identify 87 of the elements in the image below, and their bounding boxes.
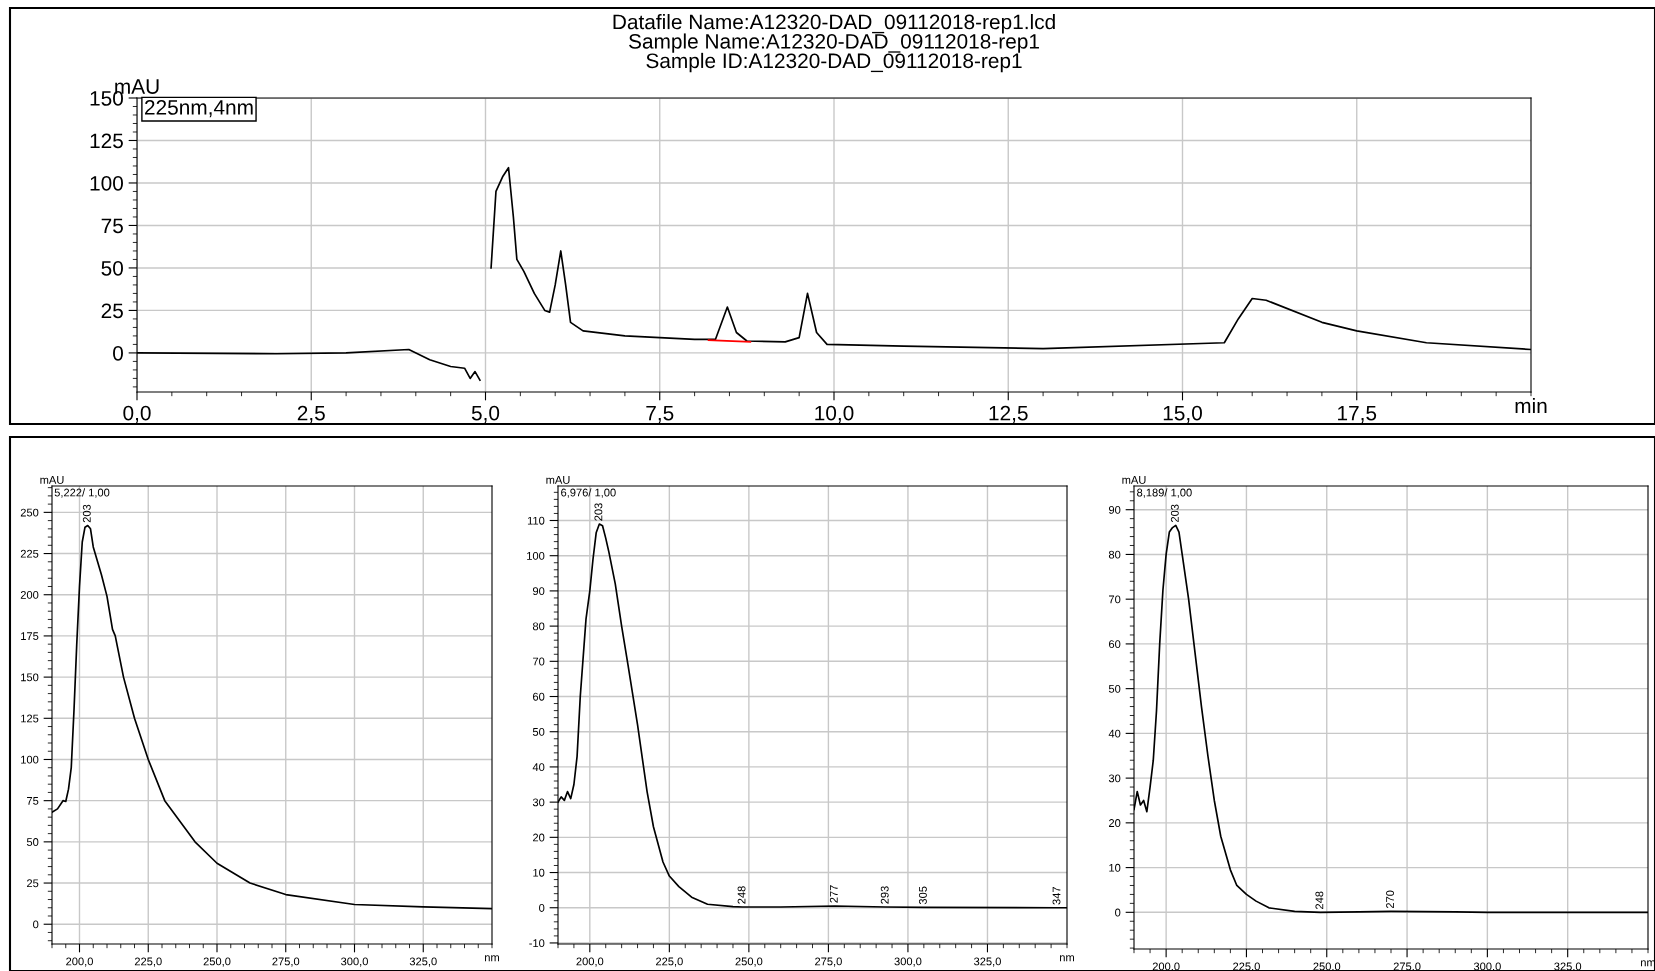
y-tick-label: 70	[1109, 595, 1121, 604]
annotation: 225nm,4nm	[145, 100, 253, 118]
annotation: 277	[829, 885, 838, 903]
annotation: 8,189/ 1,00	[1137, 488, 1192, 498]
y-tick-label: 50	[1108, 684, 1121, 693]
y-tick-label: 30	[532, 798, 545, 807]
annotation: 203	[1170, 504, 1179, 523]
y-tick-label: 50	[532, 727, 545, 736]
y-tick-label: 90	[532, 587, 545, 596]
y-tick-label: 70	[533, 657, 545, 666]
y-tick-label: 80	[532, 622, 545, 631]
y-tick-label: 80	[1108, 550, 1121, 559]
annotation: 6,976/ 1,00	[561, 488, 616, 498]
y-tick-label: 110	[527, 516, 545, 525]
y-tick-label: 250	[20, 508, 39, 517]
y-tick-label: 25	[27, 879, 39, 888]
y-tick-label: 60	[533, 692, 545, 701]
y-tick-label: 40	[1108, 729, 1121, 738]
x-axis-title: nm	[1060, 955, 1074, 962]
y-tick-label: 75	[27, 797, 39, 805]
x-tick-label: 300,0	[894, 957, 922, 967]
y-axis-title: mAU	[1122, 476, 1146, 484]
x-tick-label: 12,5	[989, 405, 1028, 423]
y-tick-label: 125	[90, 133, 123, 149]
x-tick-label: 2,5	[297, 405, 325, 423]
x-axis-title: nm	[485, 955, 499, 962]
x-tick-label: 7,5	[646, 405, 674, 423]
y-tick-label: 90	[1108, 505, 1121, 514]
annotation: 248	[737, 886, 746, 904]
x-tick-label: 300,0	[1473, 962, 1501, 971]
y-tick-label: 225	[20, 549, 39, 558]
y-tick-label: 0	[113, 345, 123, 361]
annotation: 347	[1052, 886, 1061, 905]
x-tick-label: 200,0	[1152, 962, 1180, 971]
y-tick-label: 0	[539, 904, 545, 912]
y-tick-label: 50	[26, 838, 39, 846]
y-tick-label: 25	[101, 303, 123, 319]
annotation: 270	[1386, 890, 1394, 909]
annotation: 305	[918, 886, 927, 905]
x-tick-label: 200,0	[576, 957, 604, 967]
y-tick-label: 0	[33, 920, 39, 929]
y-tick-label: 200	[20, 591, 39, 599]
annotation: 248	[1315, 891, 1324, 909]
x-tick-label: 225,0	[656, 957, 683, 967]
x-tick-label: 200,0	[66, 957, 93, 967]
annotation: 5,222/ 1,00	[54, 488, 110, 498]
x-tick-label: 275,0	[272, 957, 300, 967]
x-tick-label: 225,0	[1233, 962, 1260, 971]
x-tick-label: 15,0	[1163, 405, 1202, 423]
y-tick-label: 10	[533, 868, 545, 877]
y-tick-label: 175	[21, 632, 39, 641]
y-tick-label: 125	[21, 714, 39, 723]
annotation: 203	[82, 504, 91, 523]
x-axis-title: min	[1515, 397, 1547, 413]
y-tick-label: 100	[527, 551, 545, 560]
x-tick-label: 300,0	[341, 957, 368, 967]
x-tick-label: 275,0	[1393, 962, 1421, 971]
annotation: 293	[880, 886, 889, 904]
y-tick-label: 20	[1109, 819, 1121, 827]
x-tick-label: 0,0	[123, 405, 151, 423]
y-axis-title: mAU	[40, 476, 64, 484]
x-tick-label: 275,0	[815, 957, 842, 967]
y-tick-label: 50	[101, 260, 123, 276]
x-tick-label: 225,0	[134, 957, 162, 967]
x-tick-label: 325,0	[1554, 962, 1582, 971]
chart-title: Datafile Name:A12320-DAD_09112018-rep1.lcd Sample Name:A12320-DAD_09112018-rep1 Sample ID:A12320-DAD_09112018-rep1	[613, 14, 1055, 73]
x-tick-label: 17,5	[1338, 405, 1377, 423]
x-tick-label: 250,0	[203, 957, 231, 967]
y-tick-label: 150	[21, 673, 39, 682]
y-tick-label: 75	[101, 218, 123, 234]
y-tick-label: 10	[1109, 863, 1121, 872]
x-tick-label: 5,0	[471, 405, 500, 423]
y-tick-label: 60	[1109, 640, 1121, 649]
y-tick-label: 20	[533, 833, 545, 842]
x-tick-label: 325,0	[973, 957, 1001, 967]
y-tick-label: 0	[1115, 908, 1121, 917]
y-tick-label: 100	[21, 755, 39, 764]
y-tick-label: 40	[532, 763, 545, 772]
x-tick-label: 250,0	[735, 957, 763, 967]
x-tick-label: 250,0	[1313, 962, 1341, 971]
x-tick-label: 325,0	[409, 957, 437, 967]
annotation: 203	[594, 503, 603, 521]
y-tick-label: -10	[529, 939, 545, 948]
y-tick-label: 30	[1108, 774, 1121, 783]
x-tick-label: 10,0	[815, 405, 854, 423]
y-axis-title: mAU	[546, 476, 570, 484]
y-tick-label: 100	[90, 175, 123, 191]
